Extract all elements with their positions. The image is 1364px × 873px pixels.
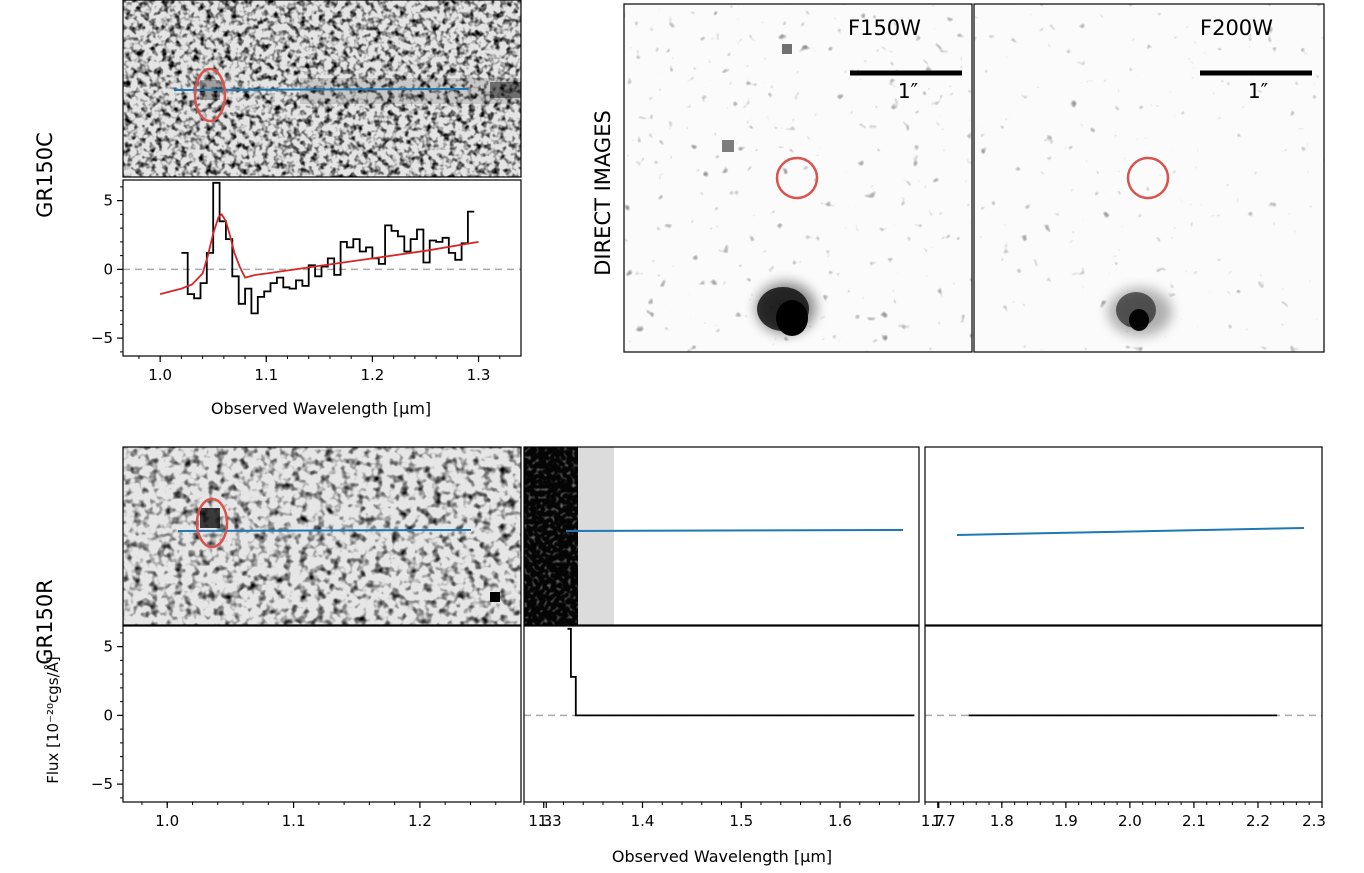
direct-image-f200w — [974, 4, 1324, 352]
x-tick-label: 1.7 — [932, 812, 956, 830]
gr150r-2d-frame-1 — [122, 446, 522, 626]
x-tick-label: 1.2 — [408, 812, 432, 830]
x-tick-label: 1.3 — [528, 812, 552, 830]
direct-image-f150w — [624, 4, 972, 352]
y-tick-label: −5 — [91, 329, 113, 347]
x-tick-label: 1.7 — [921, 812, 945, 830]
axes-frame — [122, 625, 522, 803]
spectrum-line-0 — [181, 181, 475, 315]
gr150r-line-aperture — [195, 497, 229, 549]
gr150r-2d-image-1 — [123, 447, 521, 625]
y-tick-label: 0 — [103, 260, 113, 278]
x-tick-label: 2.0 — [1118, 812, 1142, 830]
gr150r-2d-frame-3 — [924, 446, 1323, 626]
x-tick-label: 2.2 — [1246, 812, 1270, 830]
gr150r-trace-line-2 — [565, 529, 904, 532]
gr150r-trace-line-3 — [956, 527, 1305, 536]
x-tick-label: 1.3 — [467, 366, 491, 384]
spectrum-line-0 — [567, 627, 915, 717]
direct-images-label: DIRECT IMAGES — [591, 110, 615, 276]
y-tick-label: 5 — [103, 638, 113, 656]
x-tick-label: 1.1 — [254, 366, 278, 384]
direct-image-f150w-frame — [623, 3, 973, 353]
spectrum-line-0 — [190, 633, 531, 795]
scalebar-label-f150w: 1″ — [898, 79, 918, 103]
x-tick-label: 1.4 — [631, 812, 655, 830]
x-tick-label: 2.3 — [1302, 812, 1326, 830]
aperture-f200w — [1126, 156, 1170, 200]
gr150c-line-aperture — [193, 67, 227, 123]
filter-label-f200w: F200W — [1200, 16, 1273, 40]
gr150c-xlabel: Observed Wavelength [µm] — [211, 399, 431, 418]
gr150r-xlabel: Observed Wavelength [µm] — [612, 847, 832, 866]
plot-area — [123, 181, 521, 315]
gr150r-2d-image-2 — [524, 447, 919, 625]
x-tick-label: 1.6 — [828, 812, 852, 830]
y-tick-label: 0 — [103, 706, 113, 724]
gr150r-spectrum-panels: 1.0 1.1 1.2 1.3 −5 0 5 1.3 1.4 1.5 1.6 1.71.7 1.8 1.9… — [91, 625, 1326, 830]
x-tick-label: 1.1 — [282, 812, 306, 830]
filter-label-f150w: F150W — [848, 16, 921, 40]
x-tick-label: 1.0 — [148, 366, 172, 384]
y-tick-label: 5 — [103, 192, 113, 210]
gr150r-trace-line-1 — [177, 529, 472, 532]
x-tick-label: 1.8 — [990, 812, 1014, 830]
aperture-f150w — [775, 156, 819, 200]
gr150c-2d-frame — [122, 0, 522, 178]
x-tick-label: 1.2 — [360, 366, 384, 384]
row-label-top: GR150C — [33, 132, 57, 218]
model-fit-line — [159, 213, 479, 295]
direct-image-f200w-frame — [973, 3, 1325, 353]
axes-frame — [523, 625, 920, 803]
x-tick-label: 2.1 — [1182, 812, 1206, 830]
axes-frame — [122, 179, 522, 357]
gr150r-2d-frame-2 — [523, 446, 920, 626]
gr150c-trace-line — [173, 88, 469, 91]
model-fit-line — [167, 643, 546, 742]
x-tick-label: 1.3 — [538, 812, 562, 830]
plot-area — [524, 627, 919, 717]
x-tick-label: 1.9 — [1054, 812, 1078, 830]
gr150c-spectrum-panel: 1.0 1.1 1.2 1.3 −5 0 5 — [91, 179, 522, 384]
axes-frame — [924, 625, 1323, 803]
row-label-bottom: GR150R — [33, 579, 57, 665]
scalebar-label-f200w: 1″ — [1248, 79, 1268, 103]
y-tick-label: −5 — [91, 775, 113, 793]
gr150r-ylabel: Flux [10⁻²⁰cgs/Å] — [43, 656, 62, 784]
x-tick-label: 1.5 — [729, 812, 753, 830]
plot-area — [123, 633, 546, 795]
x-tick-label: 1.0 — [155, 812, 179, 830]
